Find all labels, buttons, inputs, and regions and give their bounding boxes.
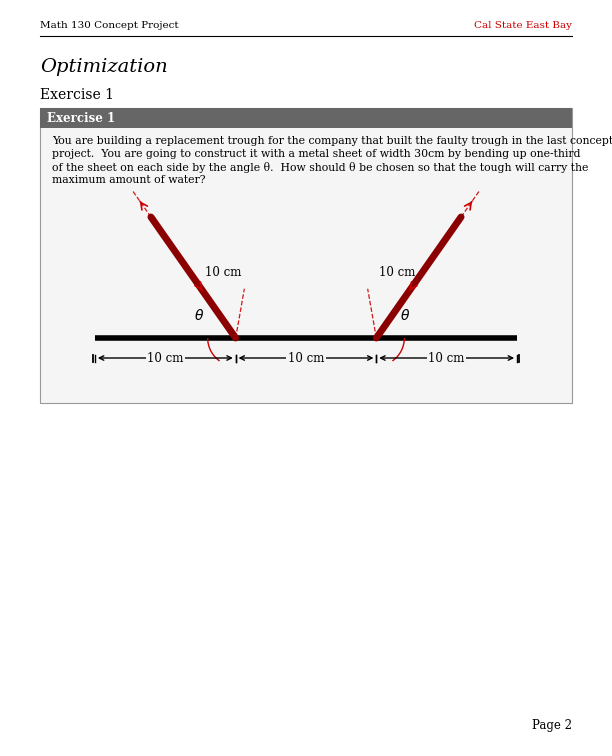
Bar	[40, 108, 572, 403]
Text: Page 2: Page 2	[532, 719, 572, 732]
Text: Math 130 Concept Project: Math 130 Concept Project	[40, 21, 179, 30]
Text: Exercise 1: Exercise 1	[47, 111, 115, 125]
Text: maximum amount of water?: maximum amount of water?	[52, 175, 206, 185]
Text: 10 cm: 10 cm	[147, 352, 184, 364]
Bar	[40, 108, 572, 128]
Text: 10 cm: 10 cm	[379, 265, 415, 278]
Text: 10 cm: 10 cm	[205, 265, 242, 278]
Text: of the sheet on each side by the angle θ.  How should θ be chosen so that the to: of the sheet on each side by the angle θ…	[52, 162, 588, 173]
Text: $\theta$: $\theta$	[193, 308, 204, 323]
Text: project.  You are going to construct it with a metal sheet of width 30cm by bend: project. You are going to construct it w…	[52, 149, 581, 159]
Text: You are building a replacement trough for the company that built the faulty trou: You are building a replacement trough fo…	[52, 136, 612, 146]
Text: Optimization: Optimization	[40, 58, 168, 76]
Text: 10 cm: 10 cm	[428, 352, 465, 364]
Text: Exercise 1: Exercise 1	[40, 88, 114, 102]
Text: 10 cm: 10 cm	[288, 352, 324, 364]
Text: $\theta$: $\theta$	[400, 308, 411, 323]
Text: Cal State East Bay: Cal State East Bay	[474, 21, 572, 30]
